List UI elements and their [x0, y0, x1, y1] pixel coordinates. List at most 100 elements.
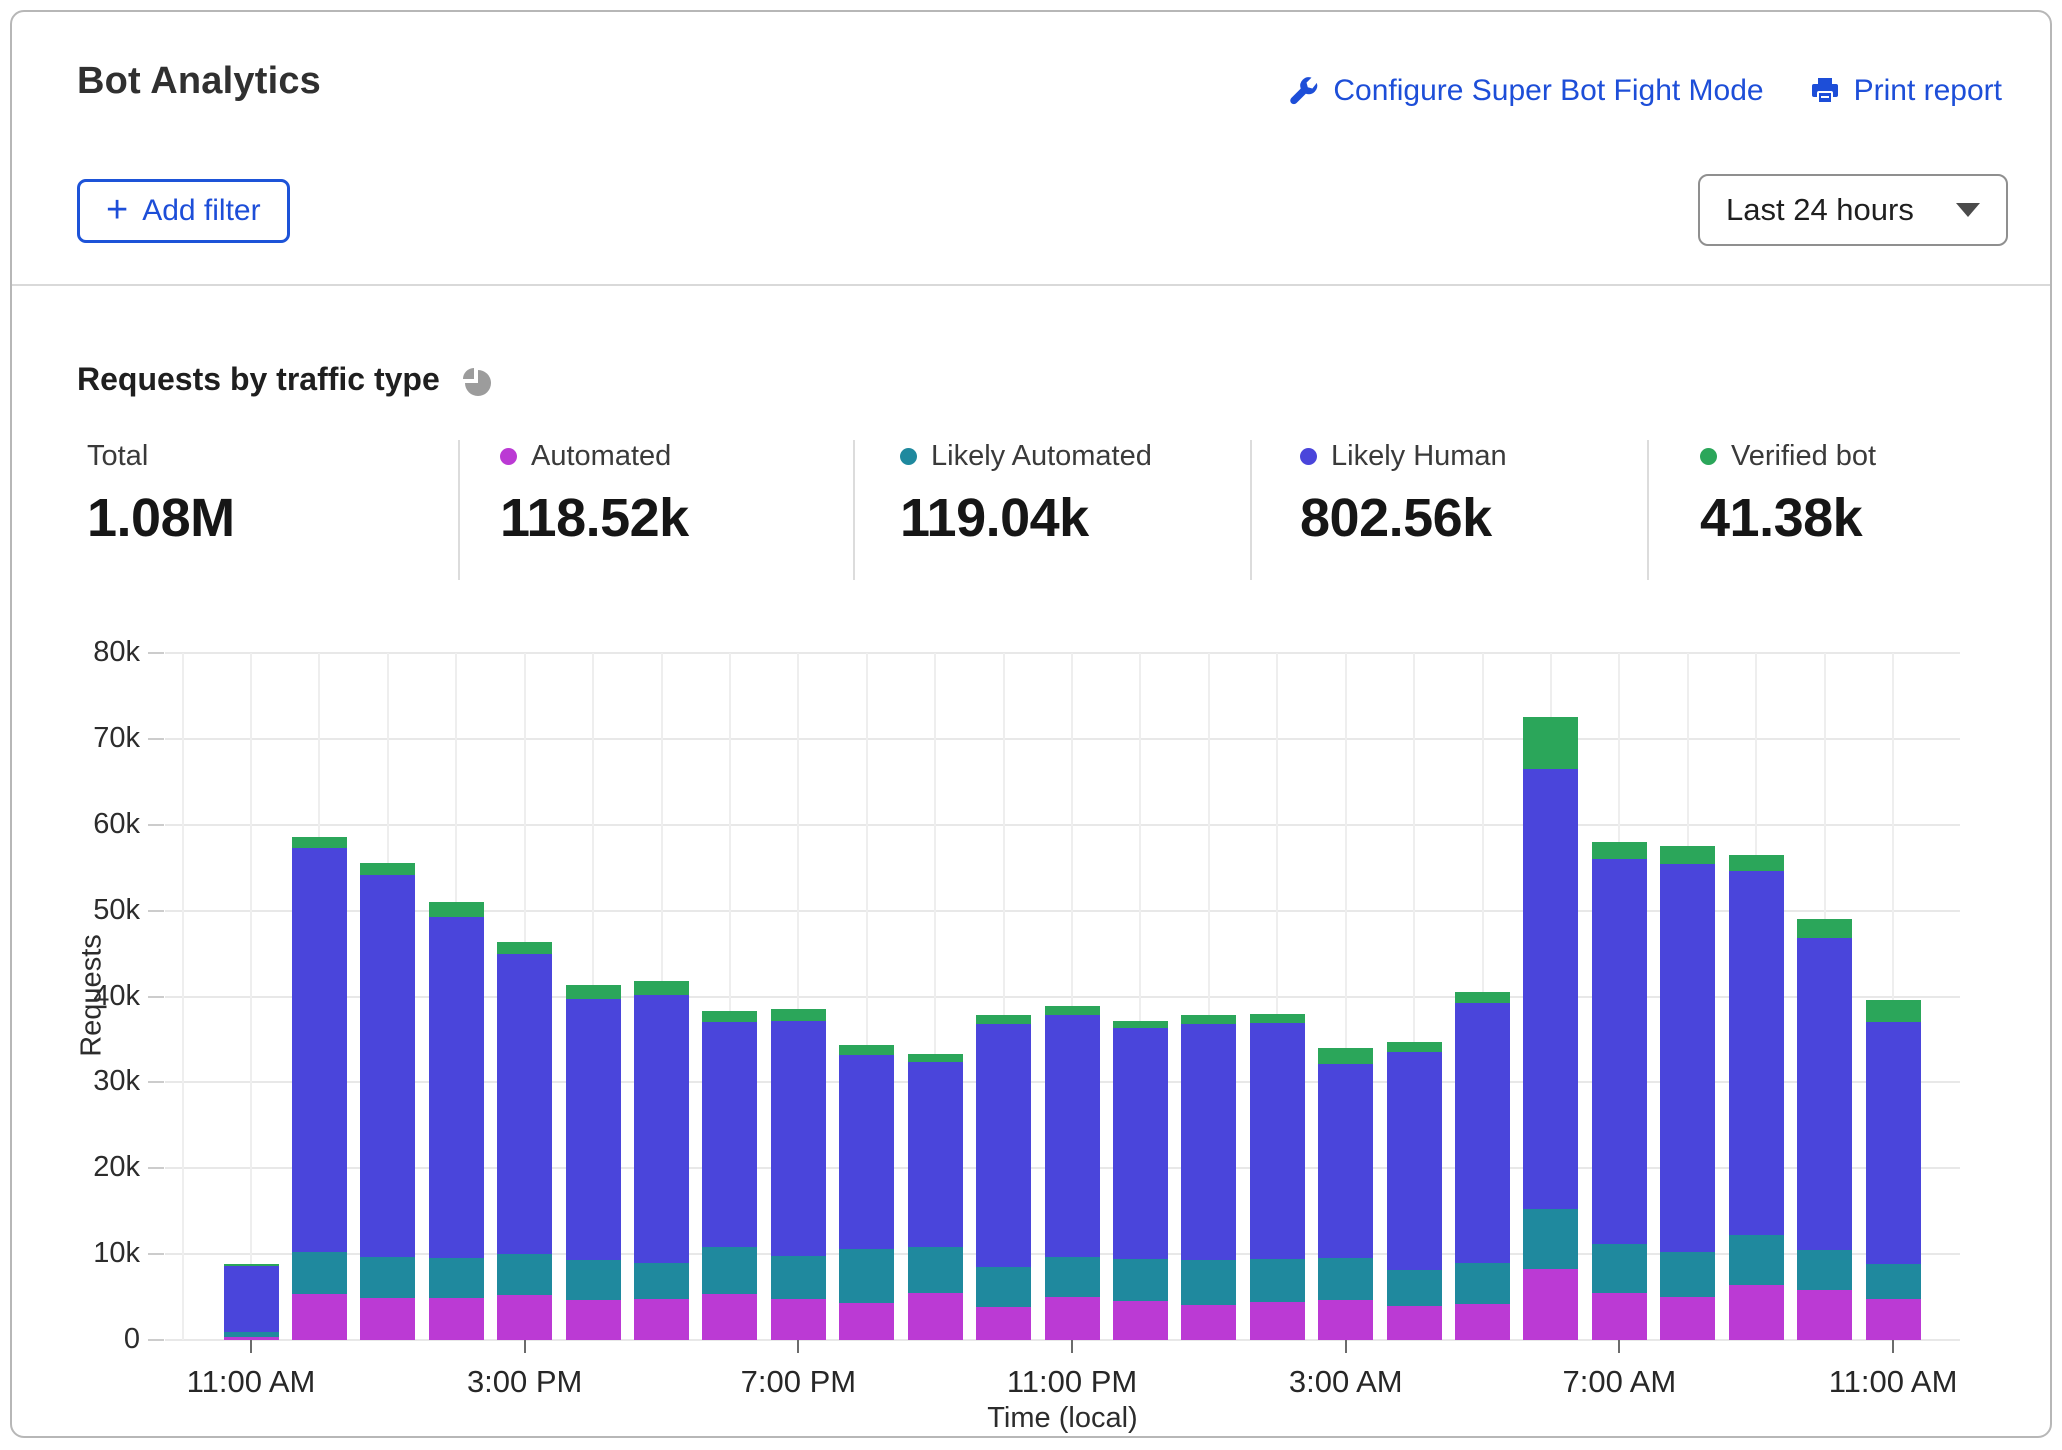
bar-segment-verified-bot[interactable] [1455, 992, 1511, 1004]
bar-segment-verified-bot[interactable] [1591, 841, 1647, 860]
bar-segment-likely-automated[interactable] [1386, 1269, 1442, 1306]
bar-segment-likely-human[interactable] [1865, 1022, 1921, 1265]
bar-7-00-am[interactable] [1591, 841, 1647, 1340]
bar-segment-automated[interactable] [565, 1299, 621, 1340]
bar-segment-likely-automated[interactable] [223, 1332, 279, 1337]
bar-12-00-pm[interactable] [291, 836, 347, 1340]
bar-9-00-pm[interactable] [907, 1054, 963, 1340]
bar-segment-likely-automated[interactable] [291, 1251, 347, 1295]
bar-segment-verified-bot[interactable] [1249, 1013, 1305, 1024]
bar-segment-likely-human[interactable] [360, 874, 416, 1257]
bar-segment-automated[interactable] [1591, 1292, 1647, 1340]
bar-8-00-am[interactable] [1660, 846, 1716, 1340]
bar-segment-automated[interactable] [1797, 1290, 1853, 1340]
bar-2-00-pm[interactable] [428, 902, 484, 1340]
bar-segment-verified-bot[interactable] [1728, 854, 1784, 872]
bar-segment-automated[interactable] [1112, 1301, 1168, 1340]
bar-9-00-am[interactable] [1728, 854, 1784, 1340]
time-range-select[interactable]: Last 24 hours [1698, 174, 2008, 246]
bar-segment-verified-bot[interactable] [1112, 1020, 1168, 1029]
bar-segment-automated[interactable] [1181, 1304, 1237, 1340]
bar-segment-likely-human[interactable] [1523, 768, 1579, 1210]
bar-segment-likely-human[interactable] [634, 994, 690, 1263]
bar-segment-likely-automated[interactable] [428, 1258, 484, 1298]
bar-segment-likely-automated[interactable] [634, 1262, 690, 1299]
bar-segment-verified-bot[interactable] [360, 862, 416, 875]
bar-segment-likely-human[interactable] [1455, 1003, 1511, 1263]
stat-total[interactable]: Total 1.08M [87, 440, 235, 549]
bar-10-00-am[interactable] [1797, 919, 1853, 1340]
bar-segment-verified-bot[interactable] [291, 836, 347, 848]
bar-segment-likely-automated[interactable] [839, 1248, 895, 1304]
bar-segment-automated[interactable] [1249, 1302, 1305, 1340]
bar-segment-verified-bot[interactable] [428, 902, 484, 917]
bar-segment-verified-bot[interactable] [770, 1008, 826, 1021]
bar-segment-likely-human[interactable] [1112, 1028, 1168, 1260]
bar-segment-verified-bot[interactable] [565, 985, 621, 1000]
bar-segment-likely-automated[interactable] [1318, 1258, 1374, 1300]
bar-segment-likely-human[interactable] [1249, 1023, 1305, 1260]
bar-segment-likely-automated[interactable] [1044, 1256, 1100, 1298]
bar-segment-likely-human[interactable] [907, 1061, 963, 1248]
bar-segment-verified-bot[interactable] [1797, 919, 1853, 939]
bar-6-00-am[interactable] [1523, 717, 1579, 1340]
bar-7-00-pm[interactable] [770, 1008, 826, 1340]
bar-segment-likely-automated[interactable] [1660, 1252, 1716, 1298]
bar-3-00-am[interactable] [1318, 1048, 1374, 1340]
bar-segment-likely-human[interactable] [839, 1054, 895, 1249]
bar-segment-likely-automated[interactable] [976, 1267, 1032, 1307]
bar-segment-verified-bot[interactable] [839, 1045, 895, 1055]
bar-segment-likely-human[interactable] [702, 1022, 758, 1248]
bar-segment-automated[interactable] [1455, 1303, 1511, 1340]
bar-1-00-pm[interactable] [360, 862, 416, 1340]
bar-12-00-am[interactable] [1112, 1020, 1168, 1340]
bar-2-00-am[interactable] [1249, 1013, 1305, 1340]
bar-segment-verified-bot[interactable] [907, 1054, 963, 1062]
bar-segment-verified-bot[interactable] [1044, 1005, 1100, 1016]
bar-segment-likely-automated[interactable] [1523, 1209, 1579, 1269]
bar-11-00-am[interactable] [223, 1263, 279, 1340]
bar-segment-likely-automated[interactable] [1249, 1259, 1305, 1303]
bar-segment-verified-bot[interactable] [1660, 846, 1716, 865]
bar-segment-automated[interactable] [1386, 1305, 1442, 1340]
bar-segment-likely-human[interactable] [770, 1020, 826, 1256]
bar-segment-verified-bot[interactable] [223, 1263, 279, 1267]
stat-verified-bot[interactable]: Verified bot 41.38k [1700, 440, 1876, 549]
bar-segment-automated[interactable] [839, 1303, 895, 1340]
bar-segment-verified-bot[interactable] [1181, 1015, 1237, 1024]
bar-8-00-pm[interactable] [839, 1045, 895, 1340]
bar-6-00-pm[interactable] [702, 1011, 758, 1340]
bar-segment-likely-human[interactable] [1591, 859, 1647, 1244]
bar-segment-likely-automated[interactable] [1455, 1262, 1511, 1304]
bar-segment-likely-automated[interactable] [1728, 1235, 1784, 1286]
bar-segment-likely-human[interactable] [976, 1023, 1032, 1267]
bar-segment-likely-automated[interactable] [1591, 1243, 1647, 1293]
bar-segment-verified-bot[interactable] [497, 941, 553, 954]
bar-segment-automated[interactable] [770, 1298, 826, 1340]
bar-segment-likely-human[interactable] [428, 916, 484, 1259]
bar-segment-likely-automated[interactable] [1112, 1259, 1168, 1302]
bar-segment-likely-human[interactable] [291, 847, 347, 1252]
bar-segment-automated[interactable] [291, 1294, 347, 1340]
bar-segment-automated[interactable] [497, 1295, 553, 1340]
bar-segment-likely-human[interactable] [223, 1266, 279, 1333]
bar-segment-verified-bot[interactable] [1386, 1042, 1442, 1053]
bar-segment-likely-human[interactable] [1044, 1015, 1100, 1257]
bar-segment-likely-automated[interactable] [360, 1256, 416, 1298]
bar-segment-automated[interactable] [976, 1306, 1032, 1340]
bar-1-00-am[interactable] [1181, 1015, 1237, 1340]
bar-5-00-am[interactable] [1455, 992, 1511, 1340]
bar-segment-likely-automated[interactable] [1865, 1264, 1921, 1299]
stat-likely-automated[interactable]: Likely Automated 119.04k [900, 440, 1152, 549]
bar-segment-verified-bot[interactable] [1318, 1048, 1374, 1065]
bar-segment-automated[interactable] [907, 1292, 963, 1340]
configure-super-bot-fight-mode-link[interactable]: Configure Super Bot Fight Mode [1287, 74, 1764, 108]
bar-segment-automated[interactable] [223, 1336, 279, 1340]
bar-segment-likely-human[interactable] [497, 953, 553, 1255]
bar-segment-verified-bot[interactable] [1865, 999, 1921, 1023]
bar-segment-automated[interactable] [1044, 1297, 1100, 1340]
bar-segment-likely-human[interactable] [1318, 1064, 1374, 1259]
bar-segment-verified-bot[interactable] [702, 1011, 758, 1023]
bar-segment-likely-human[interactable] [1728, 871, 1784, 1236]
bar-segment-verified-bot[interactable] [634, 981, 690, 995]
